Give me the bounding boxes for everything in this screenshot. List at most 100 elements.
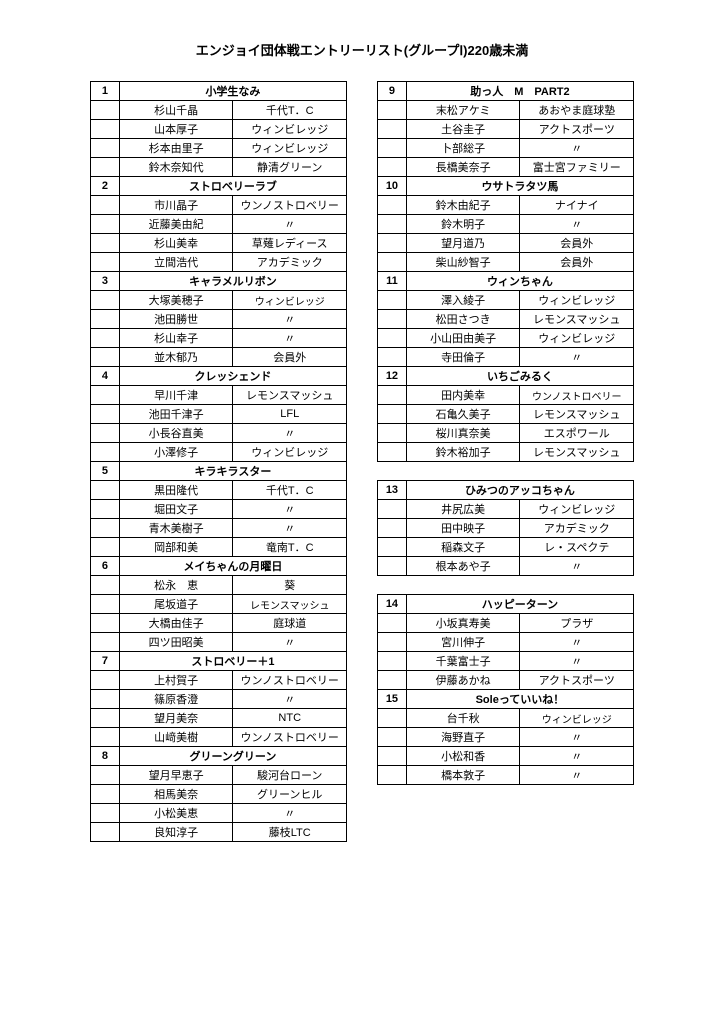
player-affiliation: ウンノストロベリー — [233, 728, 347, 747]
player-name: 小山田由美子 — [406, 329, 520, 348]
player-affiliation: ウィンビレッジ — [233, 139, 347, 158]
player-affiliation: レモンスマッシュ — [520, 443, 634, 462]
player-affiliation: ウィンビレッジ — [520, 329, 634, 348]
player-affiliation: 藤枝LTC — [233, 823, 347, 842]
player-name: 稲森文子 — [406, 538, 520, 557]
team-number: 14 — [378, 595, 407, 614]
player-affiliation: 庭球道 — [233, 614, 347, 633]
player-name: 青木美樹子 — [119, 519, 233, 538]
player-affiliation: 〃 — [520, 557, 634, 576]
row-indent — [378, 120, 407, 139]
player-name: 望月美奈 — [119, 709, 233, 728]
row-indent — [91, 405, 120, 424]
player-affiliation: 〃 — [233, 633, 347, 652]
row-indent — [378, 614, 407, 633]
row-indent — [91, 614, 120, 633]
row-indent — [91, 291, 120, 310]
row-indent — [91, 348, 120, 367]
gap-row — [378, 576, 634, 595]
player-affiliation: ウィンビレッジ — [233, 443, 347, 462]
player-affiliation: 〃 — [233, 690, 347, 709]
player-affiliation: あおやま庭球塾 — [520, 101, 634, 120]
player-name: 杉本由里子 — [119, 139, 233, 158]
player-affiliation: エスポワール — [520, 424, 634, 443]
player-affiliation: 〃 — [520, 747, 634, 766]
row-indent — [378, 652, 407, 671]
player-affiliation: アカデミック — [233, 253, 347, 272]
row-indent — [378, 709, 407, 728]
player-affiliation: プラザ — [520, 614, 634, 633]
row-indent — [91, 329, 120, 348]
player-name: 篠原香澄 — [119, 690, 233, 709]
row-indent — [378, 158, 407, 177]
player-name: 杉山幸子 — [119, 329, 233, 348]
row-indent — [91, 576, 120, 595]
player-affiliation: 草薙レディース — [233, 234, 347, 253]
player-name: 小坂真寿美 — [406, 614, 520, 633]
team-number: 1 — [91, 82, 120, 101]
player-affiliation: 静清グリーン — [233, 158, 347, 177]
row-indent — [378, 386, 407, 405]
row-indent — [91, 690, 120, 709]
player-affiliation: 〃 — [520, 348, 634, 367]
player-affiliation: 会員外 — [233, 348, 347, 367]
player-affiliation: 会員外 — [520, 253, 634, 272]
player-name: 長橋美奈子 — [406, 158, 520, 177]
team-name: ハッピーターン — [406, 595, 633, 614]
team-name: ひみつのアッコちゃん — [406, 481, 633, 500]
player-affiliation: LFL — [233, 405, 347, 424]
team-number: 4 — [91, 367, 120, 386]
player-name: 四ツ田昭美 — [119, 633, 233, 652]
player-affiliation: アクトスポーツ — [520, 671, 634, 690]
player-name: 小澤修子 — [119, 443, 233, 462]
row-indent — [378, 500, 407, 519]
player-affiliation: レ・スペクテ — [520, 538, 634, 557]
row-indent — [91, 443, 120, 462]
player-affiliation: アカデミック — [520, 519, 634, 538]
team-number: 12 — [378, 367, 407, 386]
player-name: 宮川伸子 — [406, 633, 520, 652]
player-name: 井尻広美 — [406, 500, 520, 519]
player-affiliation: ナイナイ — [520, 196, 634, 215]
player-name: 鈴木裕加子 — [406, 443, 520, 462]
team-name: ウサトラタツ馬 — [406, 177, 633, 196]
row-indent — [91, 785, 120, 804]
player-name: 鈴木由紀子 — [406, 196, 520, 215]
player-affiliation: 〃 — [520, 652, 634, 671]
player-affiliation: ウィンビレッジ — [233, 120, 347, 139]
row-indent — [91, 386, 120, 405]
page-title: エンジョイ団体戦エントリーリスト(グループⅠ)220歳未満 — [90, 40, 634, 59]
player-affiliation: 〃 — [520, 766, 634, 785]
player-affiliation: ウンノストロベリー — [233, 196, 347, 215]
player-name: 卜部総子 — [406, 139, 520, 158]
player-name: 根本あや子 — [406, 557, 520, 576]
player-affiliation: NTC — [233, 709, 347, 728]
player-affiliation: 〃 — [520, 215, 634, 234]
player-affiliation: 〃 — [520, 139, 634, 158]
player-name: 黒田隆代 — [119, 481, 233, 500]
team-number: 3 — [91, 272, 120, 291]
player-name: 山本厚子 — [119, 120, 233, 139]
player-affiliation: グリーンヒル — [233, 785, 347, 804]
team-name: ストロベリーラブ — [119, 177, 346, 196]
player-affiliation: 富士宮ファミリー — [520, 158, 634, 177]
row-indent — [378, 519, 407, 538]
player-affiliation: レモンスマッシュ — [233, 386, 347, 405]
player-affiliation: 〃 — [520, 633, 634, 652]
player-name: 杉山千晶 — [119, 101, 233, 120]
team-number: 7 — [91, 652, 120, 671]
row-indent — [91, 519, 120, 538]
row-indent — [91, 253, 120, 272]
row-indent — [91, 101, 120, 120]
row-indent — [91, 500, 120, 519]
right-column: 9助っ人 M PART2末松アケミあおやま庭球塾土谷圭子アクトスポーツ卜部総子〃… — [377, 81, 634, 842]
row-indent — [91, 766, 120, 785]
row-indent — [378, 538, 407, 557]
player-affiliation: 千代T．C — [233, 481, 347, 500]
player-affiliation: 葵 — [233, 576, 347, 595]
player-name: 桜川真奈美 — [406, 424, 520, 443]
row-indent — [378, 766, 407, 785]
team-number: 8 — [91, 747, 120, 766]
row-indent — [91, 481, 120, 500]
player-name: 山﨑美樹 — [119, 728, 233, 747]
